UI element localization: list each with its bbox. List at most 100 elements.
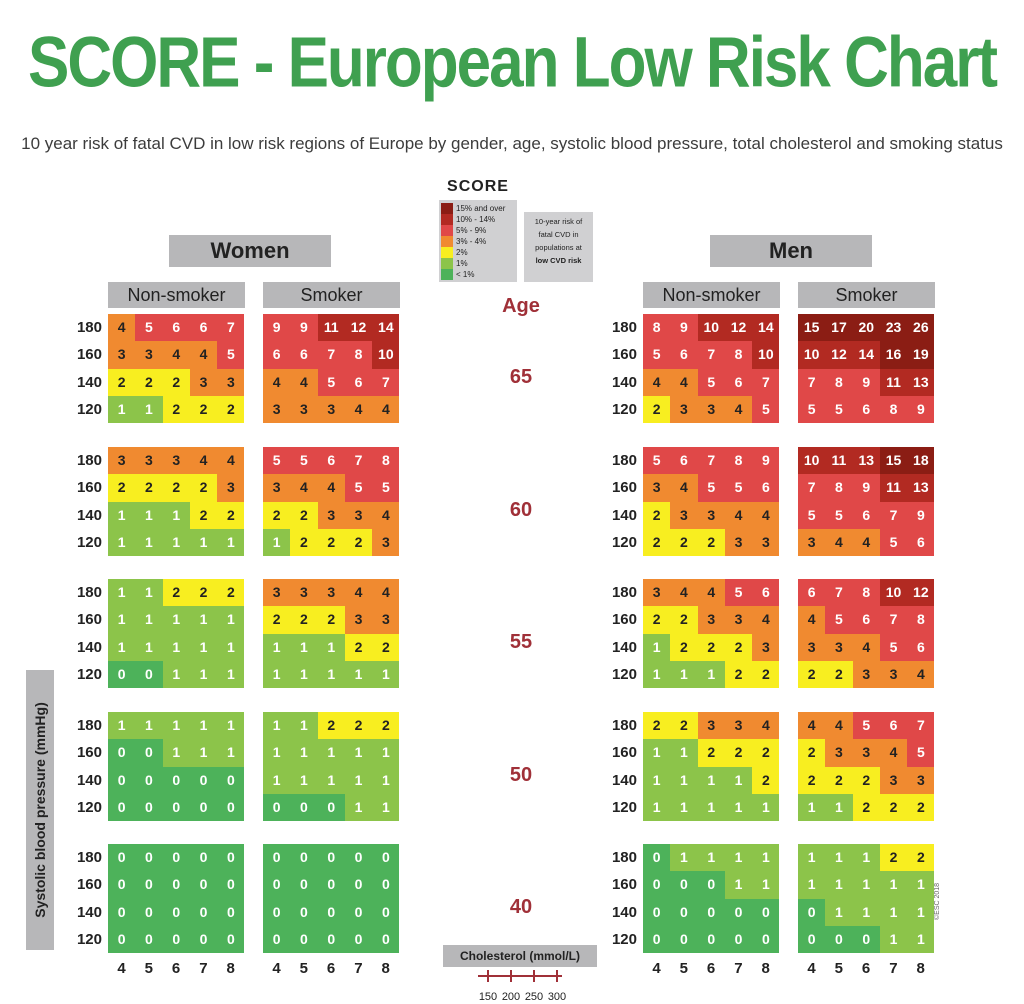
risk-cell: 4 [825, 712, 853, 740]
risk-cell: 5 [825, 395, 853, 424]
risk-cell: 2 [907, 793, 935, 822]
risk-cell: 4 [752, 606, 780, 634]
cholesterol-mgdl-scale: 150 200 250 300 [478, 970, 566, 1003]
risk-cell: 0 [752, 925, 780, 954]
risk-cell: 3 [825, 739, 853, 767]
risk-cell: 0 [317, 844, 345, 872]
risk-cell: 7 [879, 606, 908, 634]
risk-cell: 1 [135, 501, 163, 529]
risk-cell: 1 [290, 660, 318, 689]
risk-cell: 1 [162, 739, 190, 767]
risk-cell: 0 [135, 739, 163, 767]
risk-cell: 2 [825, 766, 853, 794]
risk-cell: 0 [752, 898, 780, 926]
risk-cell: 1 [752, 844, 780, 872]
risk-cell: 6 [752, 474, 780, 502]
risk-cell: 1 [189, 606, 218, 634]
risk-cell: 9 [752, 447, 780, 475]
risk-cell: 2 [643, 712, 671, 740]
risk-cell: 3 [697, 606, 725, 634]
risk-cell: 2 [825, 660, 853, 689]
x-axis-title: Cholesterol (mmol/L) [443, 945, 597, 967]
sbp-label: 180 [76, 319, 102, 336]
sbp-label: 160 [76, 346, 102, 364]
risk-cell: 5 [263, 447, 291, 475]
risk-cell: 1 [643, 739, 671, 767]
risk-cell: 6 [162, 314, 190, 342]
risk-cell: 3 [643, 474, 671, 502]
risk-cell: 4 [724, 395, 753, 424]
risk-cell: 3 [798, 633, 826, 661]
risk-cell: 6 [670, 341, 698, 369]
risk-cell: 0 [670, 925, 698, 954]
risk-cell: 1 [317, 739, 345, 767]
risk-cell: 3 [752, 633, 780, 661]
risk-cell: 0 [263, 793, 291, 822]
risk-cell: 2 [317, 606, 345, 634]
risk-cell: 9 [907, 501, 935, 529]
legend-item: < 1% [441, 269, 515, 280]
risk-cell: 9 [852, 368, 880, 396]
risk-cell: 1 [217, 633, 245, 661]
risk-cell: 1 [697, 793, 725, 822]
risk-cell: 0 [290, 925, 318, 954]
cholesterol-tick-label: 6 [326, 960, 336, 977]
cholesterol-tick-label: 6 [706, 960, 716, 977]
risk-cell: 3 [108, 341, 136, 369]
risk-cell: 2 [643, 606, 671, 634]
men-nonsmoker-header: Non-smoker [643, 282, 780, 308]
y-axis-title-box: Systolic blood pressure (mmHg) [26, 670, 54, 950]
risk-cell: 5 [825, 606, 853, 634]
risk-cell: 3 [670, 395, 698, 424]
risk-cell: 1 [162, 528, 190, 557]
risk-cell: 0 [372, 925, 400, 954]
risk-cell: 6 [670, 447, 698, 475]
risk-cell: 1 [643, 660, 671, 689]
legend-swatch [441, 258, 453, 269]
risk-cell: 0 [643, 898, 671, 926]
risk-cell: 0 [372, 871, 400, 899]
sbp-label: 120 [611, 798, 637, 816]
mgdl-tick-label: 300 [548, 991, 566, 1003]
risk-cell: 3 [135, 341, 163, 369]
sbp-label: 160 [76, 479, 102, 497]
sbp-label: 140 [611, 506, 637, 524]
sbp-label: 160 [76, 744, 102, 762]
risk-cell: 3 [852, 660, 880, 689]
risk-cell: 1 [372, 660, 400, 689]
risk-cell: 14 [372, 314, 400, 342]
risk-cell: 2 [752, 739, 780, 767]
risk-cell: 5 [372, 474, 400, 502]
risk-cell: 2 [189, 474, 218, 502]
risk-cell: 0 [189, 793, 218, 822]
risk-cell: 1 [135, 579, 163, 607]
risk-cell: 1 [372, 793, 400, 822]
sbp-label: 180 [76, 849, 102, 866]
risk-cell: 0 [217, 925, 245, 954]
risk-cell: 3 [372, 528, 400, 557]
risk-cell: 8 [344, 341, 373, 369]
risk-cell: 0 [135, 660, 163, 689]
legend-note: 10-year risk of fatal CVD in populations… [524, 212, 593, 282]
sbp-label: 120 [611, 930, 637, 948]
risk-cell: 0 [108, 660, 136, 689]
risk-cell: 6 [724, 368, 753, 396]
risk-cell: 0 [135, 793, 163, 822]
risk-cell: 10 [798, 447, 826, 475]
risk-cell: 2 [317, 712, 345, 740]
risk-cell: 2 [852, 766, 880, 794]
risk-cell: 2 [670, 712, 698, 740]
risk-cell: 2 [724, 660, 753, 689]
risk-cell: 8 [907, 606, 935, 634]
risk-cell: 2 [697, 633, 725, 661]
risk-cell: 5 [825, 501, 853, 529]
sbp-label: 120 [611, 665, 637, 683]
risk-cell: 3 [372, 606, 400, 634]
risk-cell: 2 [907, 844, 935, 872]
risk-cell: 1 [825, 844, 853, 872]
sbp-label: 140 [611, 373, 637, 391]
risk-cell: 1 [217, 528, 245, 557]
risk-cell: 11 [317, 314, 345, 342]
risk-cell: 3 [290, 579, 318, 607]
risk-cell: 8 [879, 395, 908, 424]
